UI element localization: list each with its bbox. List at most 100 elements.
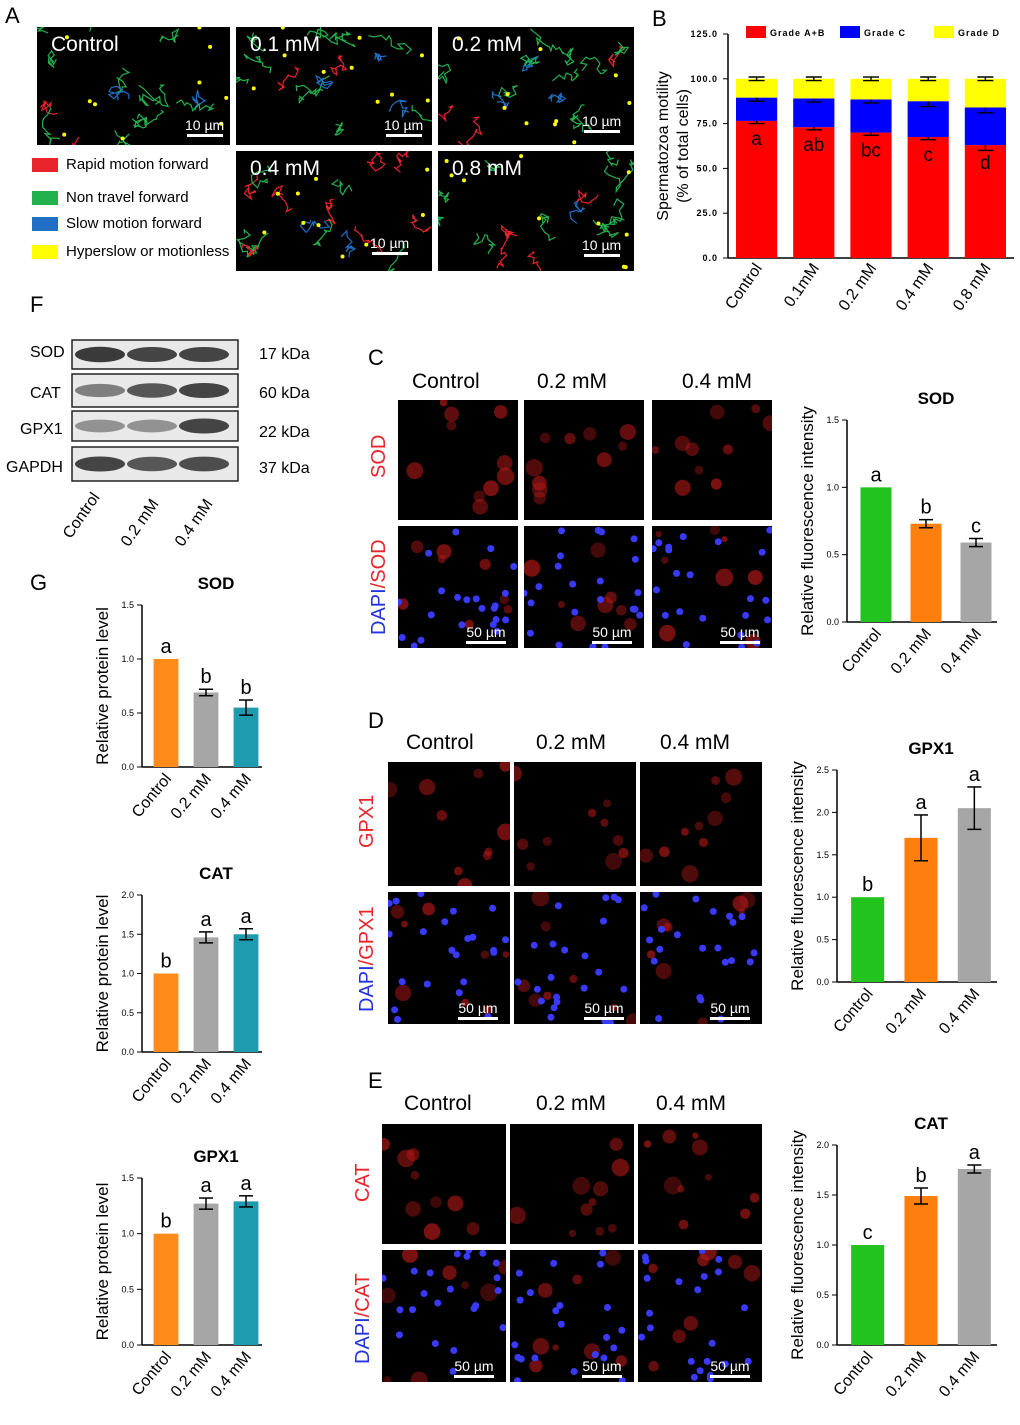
dapi-nucleus (398, 978, 406, 986)
red-stain-blob (382, 1287, 396, 1304)
red-stain-blob (483, 1006, 493, 1015)
red-stain-blob (593, 1181, 609, 1197)
bar (193, 1203, 219, 1345)
red-stain-blob (655, 530, 662, 538)
dapi-nucleus (643, 1274, 651, 1282)
scale-bar-label: 50 µm (582, 1358, 622, 1374)
red-stain-blob (652, 445, 660, 454)
sperm-track (133, 109, 165, 129)
red-stain-blob (480, 1283, 498, 1302)
red-stain-blob (715, 568, 734, 587)
dapi-nucleus (558, 527, 566, 535)
motionless-sperm-dot (87, 99, 92, 104)
gpx1-protein-bar-chart: GPX1 0.0 0.5 1.0 1.5 Relative protein level b C… (93, 1147, 262, 1401)
motionless-sperm-dot (208, 44, 213, 49)
dapi-nucleus (515, 1269, 523, 1277)
y-tick-label: 100.0 (690, 74, 718, 84)
red-stain-blob (464, 619, 474, 629)
significance-letter: b (160, 1211, 171, 1233)
red-stain-blob (422, 902, 435, 916)
red-stain-blob (401, 920, 408, 928)
y-tick-label: 75.0 (696, 119, 718, 129)
category-label: 0.2 mM (888, 626, 935, 678)
sperm-track (614, 41, 630, 56)
y-tick-label: 125.0 (690, 29, 718, 39)
red-stain-blob (587, 808, 597, 818)
dapi-nucleus (746, 595, 754, 603)
dapi-nucleus (758, 548, 766, 556)
sperm-track (498, 85, 518, 98)
blot-label-cat: CAT (30, 385, 61, 402)
dapi-nucleus (448, 946, 456, 954)
sperm-track (191, 89, 206, 111)
dapi-nucleus (580, 984, 588, 992)
y-axis-label: Relative fluorescence intensity (788, 1130, 807, 1360)
y-tick-label: 1.5 (816, 1190, 829, 1200)
y-axis-label: Relative protein level (93, 607, 112, 765)
merged-dapi-image: 50 µm (652, 526, 772, 648)
sperm-track (175, 99, 215, 112)
significance-letter: a (160, 636, 172, 658)
sperm-track (387, 241, 406, 271)
row-label-marker: /GPX1 (356, 906, 378, 966)
dapi-nucleus (398, 633, 406, 641)
dapi-nucleus (417, 636, 425, 644)
red-stain-blob (496, 455, 513, 471)
stacked-bar-segment (793, 127, 835, 259)
dapi-nucleus (750, 949, 758, 957)
red-stain-blob (698, 837, 709, 848)
legend-swatch (32, 216, 58, 231)
dapi-nucleus (596, 1260, 604, 1268)
sperm-track (410, 214, 432, 233)
red-stain-blob (663, 1176, 682, 1195)
sperm-track (521, 55, 540, 72)
sperm-track (608, 198, 625, 225)
sperm-track (295, 75, 330, 96)
red-stain-blob (615, 604, 627, 616)
red-stain-blob (720, 792, 732, 804)
dapi-nucleus (721, 958, 729, 966)
red-stain-blob (694, 465, 704, 475)
sperm-track (312, 218, 333, 247)
scale-bar-label: 50 µm (458, 1000, 498, 1016)
scale-bar: 10 µm (582, 113, 621, 133)
track-label-0-1mm: 0.1 mM (250, 33, 321, 56)
sperm-track (472, 233, 497, 255)
chart-title: CAT (914, 1114, 948, 1133)
bar (957, 808, 991, 982)
legend-item-non-travel: Non travel forward (32, 189, 189, 206)
bar (153, 659, 179, 767)
dapi-nucleus (699, 944, 707, 952)
sperm-track (131, 113, 148, 129)
motionless-sperm-dot (219, 121, 224, 126)
sperm-track (324, 198, 336, 225)
dapi-nucleus (552, 1307, 560, 1315)
category-label: 0.2 mM (168, 1349, 215, 1401)
red-stain-blob (405, 1201, 421, 1217)
y-tick-label: 1.0 (121, 969, 134, 979)
sperm-track (315, 75, 334, 90)
dapi-nucleus (631, 555, 639, 563)
dapi-nucleus (453, 1250, 461, 1258)
motionless-sperm-dot (524, 121, 529, 126)
track-label-0-8mm: 0.8 mM (452, 157, 523, 180)
red-stain-blob (590, 542, 606, 558)
dapi-nucleus (661, 611, 669, 619)
dapi-nucleus (516, 1296, 524, 1304)
y-tick-label: 1.0 (816, 892, 829, 902)
track-image-0-4mm: 0.4 mM 10 µm (236, 151, 432, 271)
dapi-nucleus (602, 894, 610, 902)
sperm-track (107, 85, 130, 101)
red-stain-blob (394, 984, 412, 1002)
red-stain-blob (525, 459, 543, 477)
motionless-sperm-dot (419, 53, 424, 58)
red-stain-blob (498, 1260, 506, 1275)
red-stain-blob (659, 846, 670, 858)
sperm-track (315, 27, 329, 39)
sperm-track (438, 189, 450, 204)
dapi-nucleus (455, 989, 463, 997)
marker-stain-image (514, 762, 636, 886)
sperm-track (271, 184, 293, 214)
red-stain-blob (674, 479, 691, 496)
motionless-sperm-dot (425, 167, 430, 172)
